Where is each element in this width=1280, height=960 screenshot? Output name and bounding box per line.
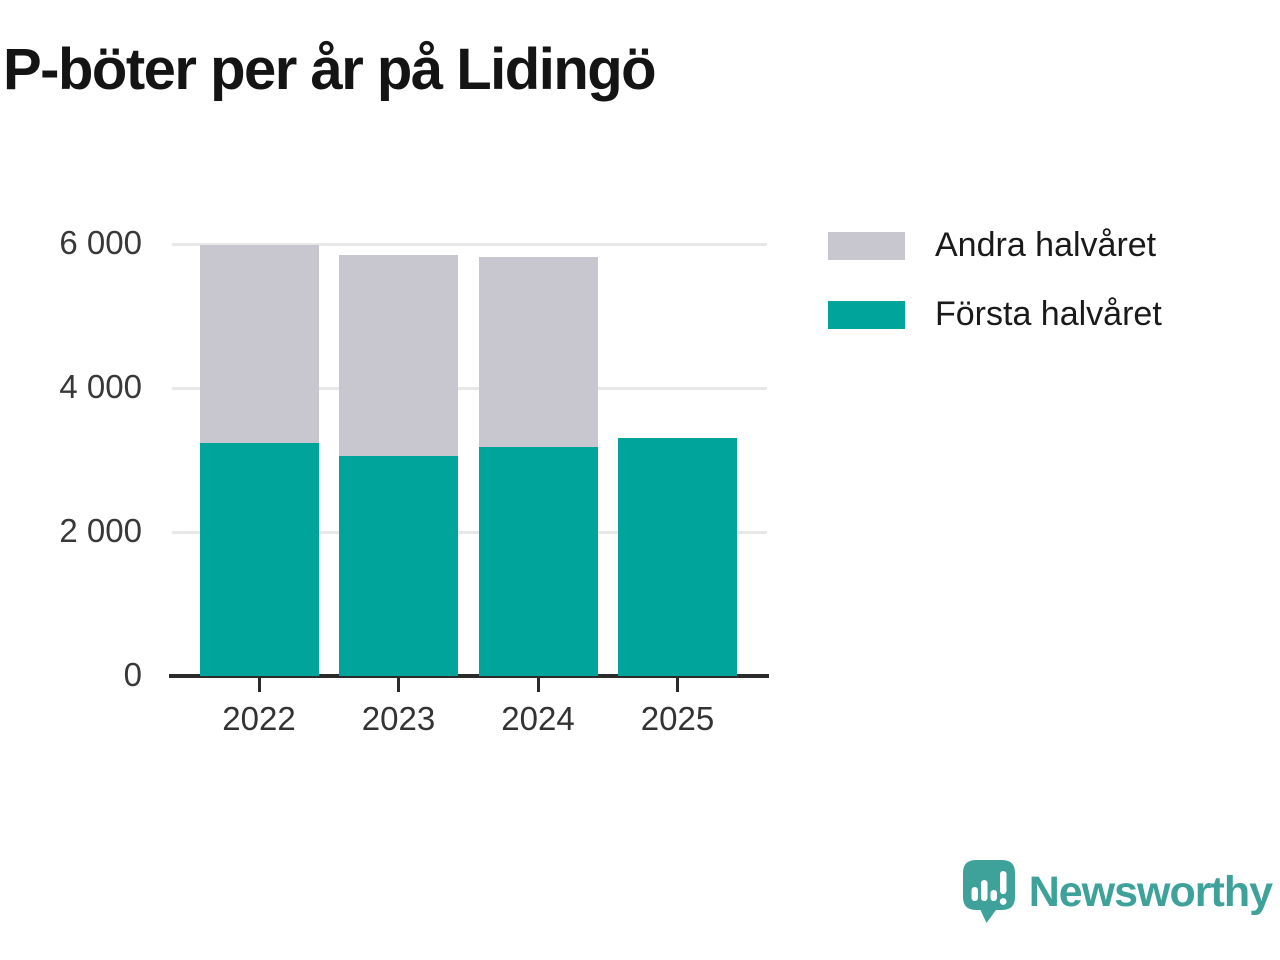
brand-name: Newsworthy: [1028, 867, 1273, 916]
legend-item: Första halvåret: [828, 295, 1162, 334]
gridline-y-2000: [172, 530, 767, 534]
x-tick-2024: [536, 678, 540, 692]
bar-segment-2024-Första halvåret: [478, 447, 598, 676]
bar-segment-2025-Första halvåret: [618, 438, 737, 676]
x-tick-label-2022: 2022: [222, 700, 296, 737]
bar-group-2025: [618, 244, 737, 676]
bar-group-2022: [199, 244, 319, 676]
legend-label: Andra halvåret: [935, 226, 1157, 264]
bar-chart-speech-bubble-icon: [962, 860, 1015, 923]
legend-swatch: [828, 231, 905, 260]
legend-swatch: [828, 300, 905, 329]
legend-item: Andra halvåret: [828, 226, 1162, 265]
gridline-y-4000: [172, 386, 767, 390]
x-tick-2025: [676, 678, 679, 692]
y-tick-label: 6 000: [59, 224, 142, 262]
bar-segment-2024-Andra halvåret: [478, 256, 598, 448]
chart-title: P-böter per år på Lidingö: [3, 37, 657, 102]
bar-segment-2022-Andra halvåret: [199, 244, 319, 444]
x-tick-2023: [397, 678, 400, 692]
y-tick-label: 4 000: [59, 368, 142, 406]
y-tick-label: 2 000: [59, 512, 142, 550]
bar-segment-2022-Första halvåret: [199, 443, 319, 676]
bar-segment-2023-Första halvåret: [339, 455, 458, 676]
legend-label: Första halvåret: [935, 295, 1162, 333]
x-tick-label-2025: 2025: [640, 700, 715, 737]
bar-group-2024: [478, 244, 598, 676]
legend: Andra halvåret Första halvåret: [828, 226, 1162, 334]
bar-group-2023: [339, 244, 458, 676]
y-tick-label: 0: [123, 656, 142, 694]
gridline-y-6000: [172, 242, 767, 246]
x-axis-line: [169, 674, 769, 678]
x-tick-2022: [257, 678, 261, 692]
x-tick-label-2024: 2024: [501, 700, 575, 737]
plot-area: 0 2 000 4 000 6 000 2022 2023 2024 2025: [59, 224, 769, 737]
newsworthy-brand: Newsworthy: [962, 860, 1273, 924]
bar-segment-2023-Andra halvåret: [339, 254, 458, 456]
x-tick-label-2023: 2023: [361, 700, 436, 737]
